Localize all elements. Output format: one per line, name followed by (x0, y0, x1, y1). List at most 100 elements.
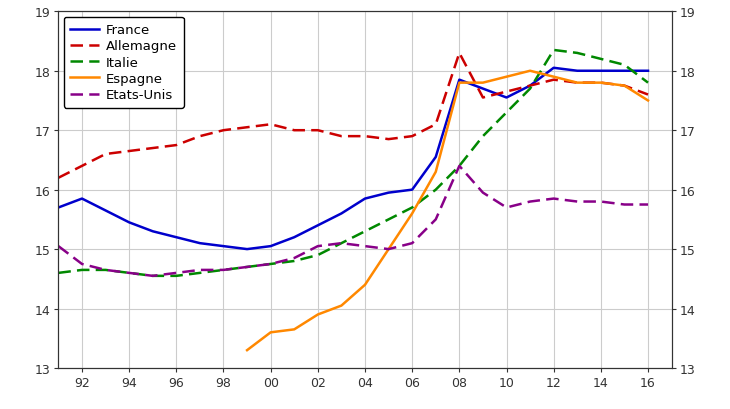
Allemagne (290, 128, 299, 133)
Italie (479, 135, 488, 139)
France (502, 96, 511, 101)
Allemagne (196, 135, 204, 139)
Allemagne (526, 84, 534, 89)
Etats-Unis (361, 244, 369, 249)
Allemagne (172, 143, 181, 148)
Espagne (455, 81, 464, 86)
France (242, 247, 251, 252)
Etats-Unis (479, 191, 488, 196)
Allemagne (101, 152, 110, 157)
Espagne (242, 348, 251, 353)
Italie (408, 205, 417, 210)
Allemagne (54, 176, 63, 181)
Espagne (526, 69, 534, 74)
Italie (125, 271, 134, 276)
Italie (502, 110, 511, 115)
Espagne (384, 247, 393, 252)
Etats-Unis (455, 164, 464, 169)
Allemagne (408, 135, 417, 139)
Etats-Unis (148, 274, 157, 279)
France (620, 69, 629, 74)
Italie (313, 253, 322, 258)
France (408, 188, 417, 193)
France (431, 155, 440, 160)
Italie (290, 259, 299, 264)
Allemagne (549, 78, 558, 83)
France (337, 211, 346, 216)
Espagne (290, 327, 299, 332)
France (361, 197, 369, 202)
Allemagne (384, 137, 393, 142)
Espagne (620, 84, 629, 89)
Allemagne (361, 135, 369, 139)
Etats-Unis (502, 205, 511, 210)
France (290, 235, 299, 240)
Etats-Unis (549, 197, 558, 202)
Espagne (313, 312, 322, 317)
Allemagne (148, 146, 157, 151)
Allemagne (620, 84, 629, 89)
Allemagne (337, 135, 346, 139)
France (196, 241, 204, 246)
Italie (337, 241, 346, 246)
France (644, 69, 653, 74)
Etats-Unis (384, 247, 393, 252)
Italie (361, 229, 369, 234)
Italie (101, 268, 110, 273)
Espagne (573, 81, 582, 86)
Allemagne (125, 149, 134, 154)
Italie (266, 262, 275, 267)
France (526, 84, 534, 89)
Allemagne (313, 128, 322, 133)
Italie (455, 164, 464, 169)
Etats-Unis (573, 200, 582, 204)
Line: Italie: Italie (58, 51, 648, 276)
Etats-Unis (620, 202, 629, 207)
Espagne (361, 283, 369, 288)
Italie (219, 268, 228, 273)
Allemagne (502, 90, 511, 95)
Line: Allemagne: Allemagne (58, 54, 648, 178)
Italie (596, 57, 605, 62)
France (172, 235, 181, 240)
Italie (526, 87, 534, 92)
Allemagne (596, 81, 605, 86)
France (573, 69, 582, 74)
Espagne (337, 303, 346, 308)
Etats-Unis (266, 262, 275, 267)
Etats-Unis (219, 268, 228, 273)
Espagne (408, 211, 417, 216)
Allemagne (644, 93, 653, 98)
Espagne (596, 81, 605, 86)
Espagne (644, 99, 653, 103)
Espagne (479, 81, 488, 86)
France (455, 78, 464, 83)
Italie (384, 217, 393, 222)
Etats-Unis (125, 271, 134, 276)
France (313, 223, 322, 228)
Etats-Unis (290, 256, 299, 261)
France (148, 229, 157, 234)
Etats-Unis (101, 268, 110, 273)
Italie (620, 63, 629, 68)
Italie (431, 188, 440, 193)
Etats-Unis (196, 268, 204, 273)
Italie (644, 81, 653, 86)
France (219, 244, 228, 249)
Espagne (431, 170, 440, 175)
Allemagne (219, 128, 228, 133)
Legend: France, Allemagne, Italie, Espagne, Etats-Unis: France, Allemagne, Italie, Espagne, Etat… (64, 18, 184, 109)
France (384, 191, 393, 196)
Espagne (549, 75, 558, 80)
France (101, 209, 110, 213)
Espagne (502, 75, 511, 80)
Etats-Unis (242, 265, 251, 270)
France (266, 244, 275, 249)
France (479, 87, 488, 92)
Italie (172, 274, 181, 279)
Italie (54, 271, 63, 276)
Italie (242, 265, 251, 270)
Etats-Unis (526, 200, 534, 204)
Italie (148, 274, 157, 279)
Etats-Unis (337, 241, 346, 246)
